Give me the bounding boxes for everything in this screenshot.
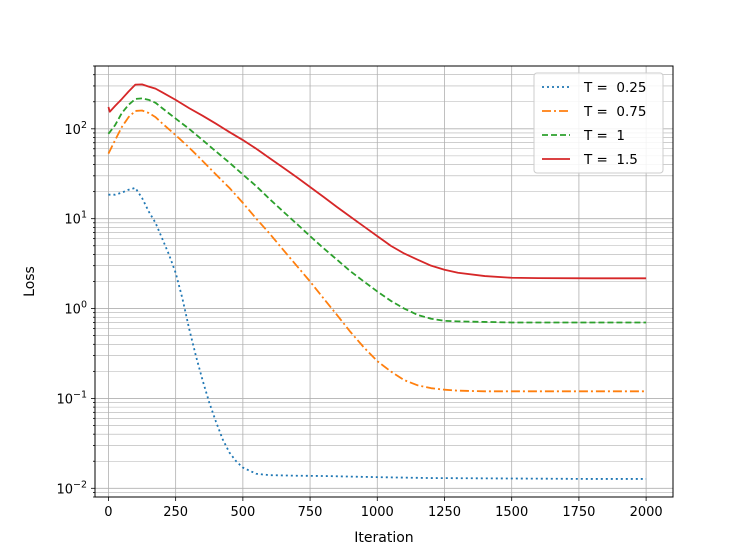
y-tick-label: 102 [64, 120, 87, 138]
x-tick-label: 1250 [428, 505, 461, 520]
x-tick-label: 750 [298, 505, 323, 520]
series-line-4 [107, 83, 647, 280]
x-tick-label: 500 [230, 505, 255, 520]
y-tick-label: 101 [64, 210, 87, 228]
x-tick-label: 0 [104, 505, 112, 520]
series-line-3 [107, 97, 647, 324]
legend-label: T = 0.75 [583, 104, 647, 120]
legend-label: T = 1.5 [583, 152, 638, 168]
y-axis-label: Loss [22, 266, 38, 297]
legend: T = 0.25 T = 0.75 T = 1 T = 1.5 [533, 72, 664, 174]
x-axis-label: Iteration [354, 530, 413, 546]
x-tick-label: 2000 [630, 505, 663, 520]
axis-ticks: 0 250 500 750 1000 1250 1500 1750 2000 102 101 100 1… [56, 65, 663, 520]
legend-box [533, 72, 664, 174]
y-tick-label: 10−2 [56, 479, 87, 497]
x-tick-label: 1500 [495, 505, 528, 520]
x-tick-label: 1000 [361, 505, 394, 520]
x-tick-label: 1750 [562, 505, 595, 520]
x-tick-label: 250 [163, 505, 188, 520]
legend-label: T = 0.25 [583, 80, 647, 96]
series-line-1 [108, 187, 647, 480]
legend-label: T = 1 [583, 128, 625, 144]
y-tick-label: 100 [64, 300, 87, 318]
y-tick-label: 10−1 [56, 389, 87, 407]
series-layer [107, 83, 647, 480]
series-line-2 [107, 109, 647, 393]
